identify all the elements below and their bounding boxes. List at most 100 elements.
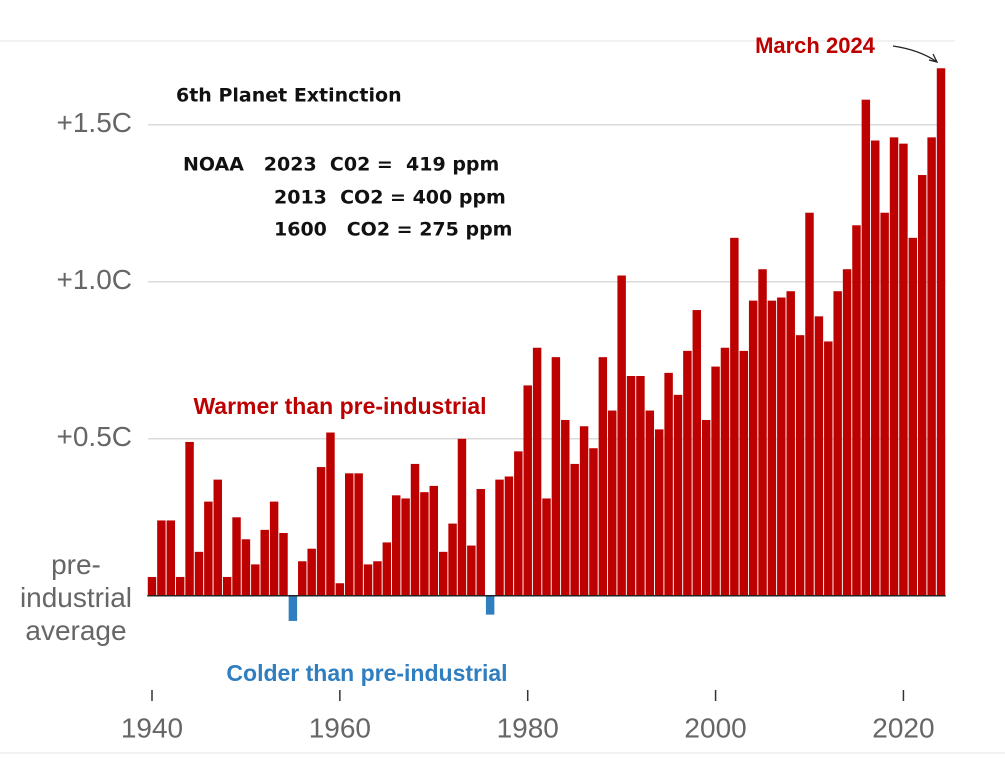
bar [692, 310, 702, 596]
bar [307, 548, 316, 596]
bar [824, 341, 833, 596]
bar [429, 485, 439, 596]
bar [626, 376, 636, 596]
y-tick-label: pre- industrial average [19, 549, 132, 646]
latest-label: March 2024 [755, 33, 876, 58]
bar [673, 394, 683, 596]
bar [391, 495, 401, 596]
bar [542, 498, 551, 596]
note-line: NOAA 2023 C02 = 419 ppm [183, 154, 499, 176]
bar [251, 564, 260, 596]
bar [786, 291, 795, 596]
y-tick-label: +1.5C [57, 107, 133, 138]
bar [739, 350, 748, 596]
bar [664, 372, 673, 596]
bar [579, 426, 589, 596]
bar [438, 551, 448, 596]
bar [175, 576, 185, 596]
x-tick-label: 1940 [121, 712, 183, 743]
bar [767, 300, 777, 596]
bar [654, 429, 664, 596]
bar [551, 357, 561, 596]
bar [485, 595, 495, 615]
bar [523, 385, 532, 596]
bar [720, 347, 730, 596]
bar [589, 448, 598, 596]
bar [260, 529, 269, 596]
y-tick-label: +0.5C [57, 421, 133, 452]
bar [908, 237, 918, 596]
bar [617, 275, 626, 596]
bar [373, 561, 382, 596]
bar [748, 300, 758, 596]
bar [382, 542, 392, 596]
bar [871, 140, 880, 596]
bar [476, 489, 485, 596]
bar [532, 347, 542, 596]
bar [852, 225, 861, 596]
bar [899, 143, 908, 596]
bar [880, 212, 889, 596]
bar [213, 479, 222, 596]
x-tick-label: 1980 [497, 712, 559, 743]
bar [645, 410, 655, 596]
bar [326, 432, 335, 596]
bar [185, 441, 194, 596]
bar [448, 523, 457, 596]
bar [861, 99, 871, 596]
bar [730, 237, 739, 596]
bar [711, 366, 720, 596]
bar [410, 463, 420, 596]
bar [833, 291, 842, 596]
bar [157, 520, 166, 596]
y-tick-label: +1.0C [57, 264, 133, 295]
warmer-label: Warmer than pre-industrial [193, 393, 486, 419]
bar [598, 357, 608, 596]
note-line: 1600 CO2 = 275 ppm [274, 219, 512, 241]
bar [814, 316, 824, 596]
bar [467, 545, 476, 596]
bar [204, 501, 213, 596]
bar [194, 551, 204, 596]
bar [795, 335, 805, 596]
bar [401, 498, 410, 596]
bar [345, 473, 354, 596]
bar [570, 463, 579, 596]
bar [805, 212, 814, 596]
bar [232, 517, 241, 596]
bar [889, 137, 899, 596]
bar [917, 175, 927, 596]
bar [495, 479, 504, 596]
bar [636, 376, 645, 596]
x-tick-label: 2000 [684, 712, 746, 743]
bar [363, 564, 373, 596]
bar [298, 561, 307, 596]
bar [166, 520, 176, 596]
x-tick-label: 1960 [309, 712, 371, 743]
bar [514, 451, 523, 596]
bar [335, 583, 345, 596]
bar [683, 350, 692, 596]
bar [222, 576, 232, 596]
bar [457, 438, 467, 596]
note-title: 6th Planet Extinction [176, 85, 402, 107]
bar [758, 269, 767, 596]
bar [279, 533, 288, 596]
bar [354, 473, 363, 596]
colder-label: Colder than pre-industrial [226, 660, 507, 686]
x-tick-label: 2020 [872, 712, 934, 743]
bar [504, 476, 514, 596]
bar [842, 269, 852, 596]
bar [269, 501, 279, 596]
bar [147, 576, 157, 596]
bar [701, 419, 711, 596]
bar [420, 492, 429, 596]
bar [288, 595, 298, 621]
arrow [892, 45, 939, 63]
bar [777, 297, 786, 596]
bar [608, 410, 617, 596]
bar [936, 68, 946, 596]
bar [927, 137, 936, 596]
